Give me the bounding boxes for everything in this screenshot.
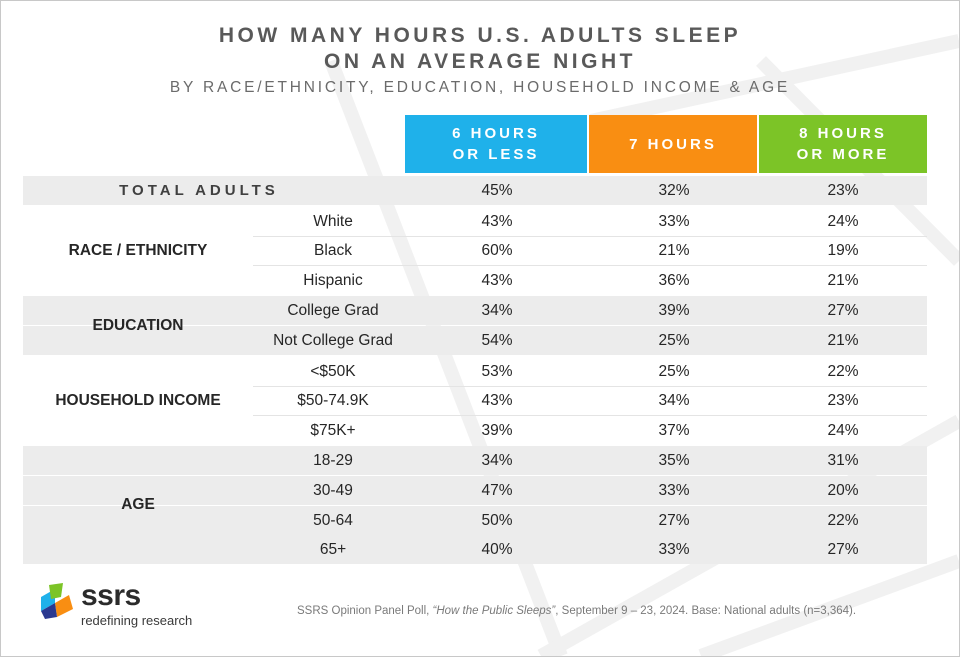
table-row: 18-29 34% 35% 31% [23,446,927,476]
column-header-line: 8 HOURS [799,125,887,142]
value-cell: 43% [481,212,513,230]
value-cell: 35% [658,452,690,470]
value-cell: 21% [827,271,859,289]
table-row: Not College Grad 54% 25% 21% [23,326,927,355]
column-header-line: OR LESS [452,146,540,163]
value-cell: 21% [658,242,690,260]
value-cell: 24% [827,421,859,439]
value-cell: 27% [658,511,690,529]
source-suffix: , September 9 – 23, 2024. Base: National… [555,605,857,617]
row-label: Black [314,242,352,260]
source-note: SSRS Opinion Panel Poll, “How the Public… [297,605,856,617]
title-line-1: HOW MANY HOURS U.S. ADULTS SLEEP [218,24,742,47]
row-label: White [313,212,353,230]
table-row: 50-64 50% 27% 22% [23,505,927,535]
total-value-cell: 45% [481,182,513,199]
total-label: TOTAL ADULTS [119,182,279,199]
row-label: <$50K [310,362,356,380]
value-cell: 34% [481,452,513,470]
table-row: 65+ 40% 33% 27% [23,535,927,565]
table-row: Hispanic 43% 36% 21% [23,266,927,295]
row-label: College Grad [287,302,379,320]
value-cell: 20% [827,482,859,499]
row-divider [253,235,927,237]
value-cell: 39% [658,302,690,320]
total-value-cell: 23% [827,182,859,199]
value-cell: 39% [481,421,513,439]
total-row: TOTAL ADULTS 45% 32% 23% [23,176,927,205]
group-label: HOUSEHOLD INCOME [55,391,221,409]
value-cell: 40% [481,541,513,559]
row-label: 30-49 [313,482,353,499]
row-divider [253,415,927,417]
row-label: Not College Grad [273,332,393,349]
table-row: 30-49 47% 33% 20% [23,476,927,505]
column-header-line: 6 HOURS [452,125,540,142]
logo-tagline: redefining research [81,613,193,628]
row-divider [253,265,927,267]
group-label: RACE / ETHNICITY [68,241,208,259]
value-cell: 43% [481,271,513,289]
value-cell: 37% [658,421,690,439]
row-label: 65+ [319,541,347,559]
value-cell: 47% [481,482,513,499]
total-value-cell: 32% [658,182,690,199]
value-cell: 25% [658,362,690,380]
value-cell: 31% [827,452,859,470]
value-cell: 36% [658,271,690,289]
subtitle: BY RACE/ETHNICITY, EDUCATION, HOUSEHOLD … [169,79,791,96]
value-cell: 33% [658,482,690,499]
value-cell: 33% [658,212,690,230]
row-label: 50-64 [313,511,353,529]
table-row: White 43% 33% 24% [23,207,927,236]
value-cell: 27% [827,541,859,559]
value-cell: 60% [481,242,513,260]
source-title: “How the Public Sleeps” [432,605,556,617]
value-cell: 34% [658,392,690,410]
value-cell: 43% [481,392,513,410]
row-divider [253,385,927,387]
value-cell: 22% [827,362,859,380]
value-cell: 27% [827,302,859,320]
column-header-line: 7 HOURS [629,135,717,153]
value-cell: 54% [481,332,513,349]
value-cell: 34% [481,302,513,320]
column-header-line: OR MORE [796,146,890,163]
row-label: $75K+ [310,421,356,439]
table-row: $50-74.9K 43% 34% 23% [23,386,927,415]
ssrs-logo-mark-icon [41,583,73,619]
column-header-7-hours: 7 HOURS [589,115,757,173]
value-cell: 22% [827,511,859,529]
group-label: EDUCATION [92,317,184,335]
value-cell: 50% [481,511,513,529]
value-cell: 23% [827,392,859,410]
table-row: <$50K 53% 25% 22% [23,357,927,386]
column-header-8-hours-or-more: 8 HOURS OR MORE [759,115,927,173]
table-row: $75K+ 39% 37% 24% [23,416,927,445]
value-cell: 24% [827,212,859,230]
row-label: $50-74.9K [297,392,369,410]
source-prefix: SSRS Opinion Panel Poll, [297,605,433,617]
table-row: Black 60% 21% 19% [23,236,927,265]
value-cell: 21% [827,332,859,349]
value-cell: 25% [658,332,690,349]
value-cell: 53% [481,362,513,380]
logo-wordmark: ssrs [81,579,141,612]
ssrs-logo: ssrs redefining research [39,579,209,633]
row-label: Hispanic [303,271,363,289]
title-line-2: ON AN AVERAGE NIGHT [324,50,636,73]
row-label: 18-29 [313,452,353,470]
table-row: College Grad 34% 39% 27% [23,296,927,326]
value-cell: 33% [658,541,690,559]
group-label: AGE [121,496,155,514]
value-cell: 19% [827,242,859,260]
column-header-6-hours-or-less: 6 HOURS OR LESS [405,115,587,173]
